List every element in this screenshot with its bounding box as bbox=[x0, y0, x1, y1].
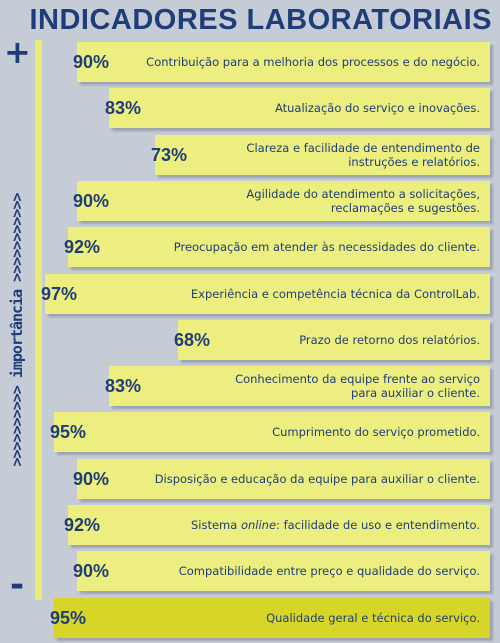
bar-value-label: 95% bbox=[50, 421, 87, 442]
bar-2: 83% Atualização do serviço e inovações. bbox=[105, 88, 490, 128]
bar-value-label: 90% bbox=[73, 468, 110, 489]
bar-category-label: Prazo de retorno dos relatórios. bbox=[299, 333, 480, 347]
italic-word: online bbox=[240, 518, 277, 532]
bar-category-label: Qualidade geral e técnica do serviço. bbox=[266, 611, 480, 625]
bar-value-label: 92% bbox=[64, 236, 101, 257]
bar-category-label: Contribuição para a melhoria dos process… bbox=[146, 55, 480, 69]
bar-value-label: 83% bbox=[105, 97, 142, 118]
bar-5: 92% Preocupação em atender às necessidade… bbox=[64, 227, 490, 267]
bar-category-label: Clareza e facilidade de entendimento de … bbox=[246, 141, 480, 169]
bar-value-label: 95% bbox=[50, 607, 87, 628]
bar-11: 92% Sistema online: facilidade de uso e e… bbox=[64, 505, 490, 545]
bar-10: 90% Disposição e educação da equipe para … bbox=[73, 459, 490, 499]
bar-9: 95% Cumprimento do serviço prometido. bbox=[50, 412, 490, 452]
bar-category-label: Disposição e educação da equipe para aux… bbox=[154, 472, 480, 486]
axis-bottom-symbol: - bbox=[9, 565, 25, 605]
chart-title: INDICADORES LABORATORIAIS bbox=[29, 4, 492, 36]
bar-13: 95% Qualidade geral e técnica do serviço. bbox=[50, 598, 490, 638]
bar-value-label: 92% bbox=[64, 514, 101, 535]
bar-7: 68% Prazo de retorno dos relatórios. bbox=[174, 320, 490, 360]
bar-value-label: 90% bbox=[73, 51, 110, 72]
bar-category-label: Cumprimento do serviço prometido. bbox=[272, 425, 480, 439]
bar-category-label: Sistema online: facilidade de uso e ente… bbox=[190, 518, 480, 532]
bar-category-label: Agilidade do atendimento a solicitações,… bbox=[246, 187, 480, 215]
importance-axis-bar bbox=[35, 40, 42, 600]
bar-8: 83% Conhecimento da equipe frente ao serv… bbox=[105, 366, 490, 406]
bar-category-label: Preocupação em atender às necessidades d… bbox=[173, 240, 480, 254]
bar-category-label: Atualização do serviço e inovações. bbox=[274, 101, 480, 115]
bar-value-label: 83% bbox=[105, 375, 142, 396]
bar-value-label: 73% bbox=[151, 144, 188, 165]
bar-category-label: Experiência e competência técnica da Con… bbox=[190, 287, 480, 301]
bar-6: 97% Experiência e competência técnica da … bbox=[41, 274, 490, 314]
axis-top-symbol: + bbox=[4, 33, 31, 71]
bar-value-label: 68% bbox=[174, 329, 211, 350]
bar-category-label: Conhecimento da equipe frente ao serviço… bbox=[235, 372, 480, 400]
bar-4: 90% Agilidade do atendimento a solicitaçõ… bbox=[73, 181, 490, 221]
bar-1: 90% Contribuição para a melhoria dos proc… bbox=[73, 42, 490, 82]
bar-3: 73% Clareza e facilidade de entendimento … bbox=[151, 135, 490, 175]
bar-value-label: 97% bbox=[41, 283, 78, 304]
bar-12: 90% Compatibilidade entre preço e qualida… bbox=[73, 551, 490, 591]
bar-value-label: 90% bbox=[73, 190, 110, 211]
bar-category-label: Compatibilidade entre preço e qualidade … bbox=[178, 564, 480, 578]
bar-value-label: 90% bbox=[73, 560, 110, 581]
